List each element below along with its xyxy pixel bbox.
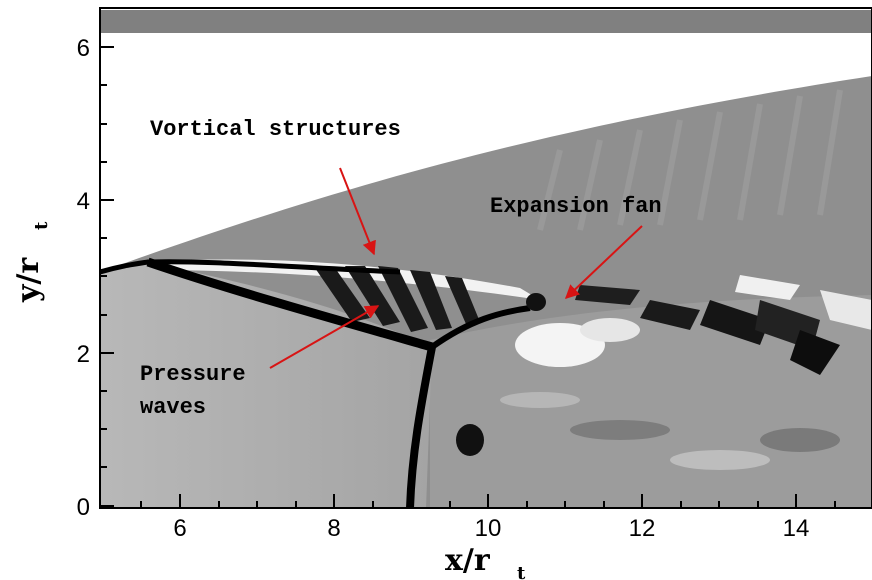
x-tick-label: 10: [475, 515, 502, 542]
annotation-vortical-structures: Vortical structures: [150, 117, 401, 142]
x-tick-label: 14: [783, 515, 810, 542]
x-axis-ticks: [140, 494, 836, 508]
shock-lines: [100, 257, 531, 508]
x-axis-title-sub: t: [517, 563, 526, 580]
y-tick-label: 0: [77, 494, 90, 521]
triple-point: [526, 293, 546, 311]
top-band: [100, 10, 872, 33]
annotation-expansion-fan: Expansion fan: [490, 194, 662, 219]
y-tick-label: 4: [77, 188, 90, 215]
x-tick-label: 6: [173, 515, 186, 542]
annotation-pressure-line1: Pressure: [140, 362, 246, 387]
plot-area: [100, 8, 872, 508]
x-axis-title: x/r t: [445, 543, 526, 580]
y-axis-title: y/r t: [11, 221, 52, 303]
plot-frame: [99, 7, 872, 509]
y-axis-title-main: y/r: [11, 257, 46, 303]
y-tick-label: 2: [77, 341, 90, 368]
arrow-vortical: [339, 167, 376, 256]
ambient-striations: [537, 89, 843, 231]
annotation-pressure-line2: waves: [140, 395, 206, 420]
turbulent-structures: [456, 275, 872, 470]
arrow-pressure: [269, 305, 380, 369]
x-tick-label: 8: [327, 515, 340, 542]
pressure-waves: [315, 266, 480, 332]
y-axis-ticks: [100, 46, 114, 507]
arrow-expansion: [564, 225, 643, 299]
y-tick-label: 6: [77, 35, 90, 62]
x-tick-label: 12: [629, 515, 656, 542]
annotation-arrows: [269, 167, 643, 369]
y-axis-title-sub: t: [31, 221, 52, 230]
shear-layer: [140, 259, 540, 300]
x-axis-title-main: x/r: [445, 543, 491, 578]
